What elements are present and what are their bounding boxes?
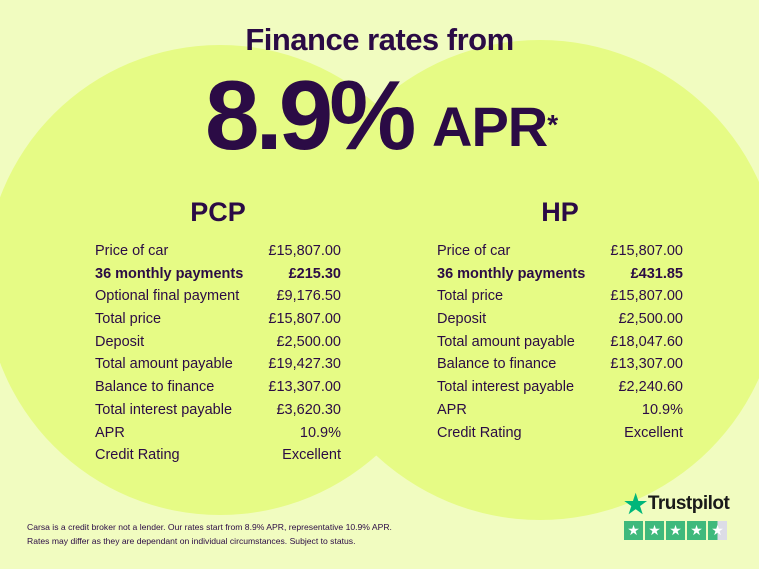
row-label: APR — [95, 424, 125, 441]
disclaimer: Carsa is a credit broker not a lender. O… — [27, 520, 392, 548]
pcp-row: Price of car £15,807.00 — [95, 240, 341, 263]
row-value: £215.30 — [288, 265, 341, 282]
row-label: Deposit — [437, 311, 487, 328]
hp-row: Deposit £2,500.00 — [437, 308, 683, 331]
row-value: Excellent — [624, 424, 683, 441]
row-label: APR — [437, 401, 467, 418]
pcp-row: Total amount payable £19,427.30 — [95, 353, 341, 376]
pcp-heading: PCP — [190, 197, 246, 227]
row-value: £13,307.00 — [268, 379, 341, 396]
row-label: Optional final payment — [95, 288, 240, 305]
pcp-row: APR 10.9% — [95, 422, 341, 445]
pcp-row: 36 monthly payments £215.30 — [95, 263, 341, 286]
row-value: £3,620.30 — [276, 401, 341, 418]
row-value: £431.85 — [630, 265, 683, 282]
pcp-row: Total price £15,807.00 — [95, 308, 341, 331]
hp-row: Total amount payable £18,047.60 — [437, 331, 683, 354]
hp-row: Total price £15,807.00 — [437, 285, 683, 308]
row-label: Credit Rating — [95, 447, 180, 464]
row-value: Excellent — [282, 447, 341, 464]
pcp-table: PCP Price of car £15,807.00 36 monthly pay… — [95, 196, 341, 467]
row-label: Total price — [95, 311, 162, 328]
row-value: £13,307.00 — [610, 356, 683, 373]
row-label: Total price — [437, 288, 504, 305]
row-value: £2,500.00 — [276, 333, 341, 350]
row-label: 36 monthly payments — [437, 265, 586, 282]
row-label: Balance to finance — [437, 356, 557, 373]
pcp-row: Total interest payable £3,620.30 — [95, 399, 341, 422]
row-value: £19,427.30 — [268, 356, 341, 373]
row-value: £2,240.60 — [618, 379, 683, 396]
row-value: 10.9% — [299, 424, 341, 441]
hp-row: Price of car £15,807.00 — [437, 240, 683, 263]
hp-row: Credit Rating Excellent — [437, 422, 683, 445]
star-icon: ★ — [624, 489, 647, 519]
hp-heading: HP — [541, 197, 579, 227]
pcp-row: Optional final payment £9,176.50 — [95, 285, 341, 308]
row-value: £15,807.00 — [268, 243, 341, 259]
row-label: Credit Rating — [437, 424, 522, 441]
row-label: Total amount payable — [95, 356, 233, 373]
headline: Finance rates from — [245, 22, 514, 57]
trustpilot-badge[interactable]: ★ Trustpilot ★ ★ ★ ★ ★ — [624, 489, 730, 540]
row-label: Total amount payable — [437, 333, 575, 350]
row-label: 36 monthly payments — [95, 265, 244, 282]
pcp-row: Deposit £2,500.00 — [95, 331, 341, 354]
rating-star-icon: ★ — [645, 521, 664, 540]
decorative-circle-right — [300, 40, 759, 520]
row-label: Price of car — [95, 243, 169, 259]
apr-label: APR — [432, 95, 548, 158]
disclaimer-line-2: Rates may differ as they are dependant o… — [27, 536, 356, 546]
row-value: £15,807.00 — [268, 311, 341, 328]
row-value: £15,807.00 — [610, 288, 683, 305]
pcp-row: Balance to finance £13,307.00 — [95, 376, 341, 399]
hp-row: Total interest payable £2,240.60 — [437, 376, 683, 399]
disclaimer-line-1: Carsa is a credit broker not a lender. O… — [27, 522, 392, 532]
row-label: Balance to finance — [95, 379, 215, 396]
hp-table: HP Price of car £15,807.00 36 monthly paym… — [437, 196, 683, 444]
asterisk: * — [547, 109, 558, 140]
trustpilot-logo: ★ Trustpilot — [624, 489, 730, 519]
rating-star-icon: ★ — [708, 521, 727, 540]
row-label: Total interest payable — [437, 379, 575, 396]
hp-row: APR 10.9% — [437, 399, 683, 422]
rate-value: 8.9% — [205, 60, 416, 170]
row-value: £18,047.60 — [610, 333, 683, 350]
row-value: £2,500.00 — [618, 311, 683, 328]
hp-row: 36 monthly payments £431.85 — [437, 263, 683, 286]
rating-star-icon: ★ — [624, 521, 643, 540]
row-label: Total interest payable — [95, 401, 233, 418]
rating-star-icon: ★ — [666, 521, 685, 540]
rate-suffix: APR* — [432, 92, 558, 162]
pcp-row: Credit Rating Excellent — [95, 444, 341, 467]
row-label: Deposit — [95, 333, 145, 350]
hp-row: Balance to finance £13,307.00 — [437, 353, 683, 376]
row-value: 10.9% — [641, 401, 683, 418]
rating-star-icon: ★ — [687, 521, 706, 540]
row-label: Price of car — [437, 243, 511, 259]
row-value: £9,176.50 — [276, 288, 341, 305]
trustpilot-rating: ★ ★ ★ ★ ★ — [624, 521, 729, 540]
trustpilot-label: Trustpilot — [647, 493, 730, 514]
row-value: £15,807.00 — [610, 243, 683, 259]
